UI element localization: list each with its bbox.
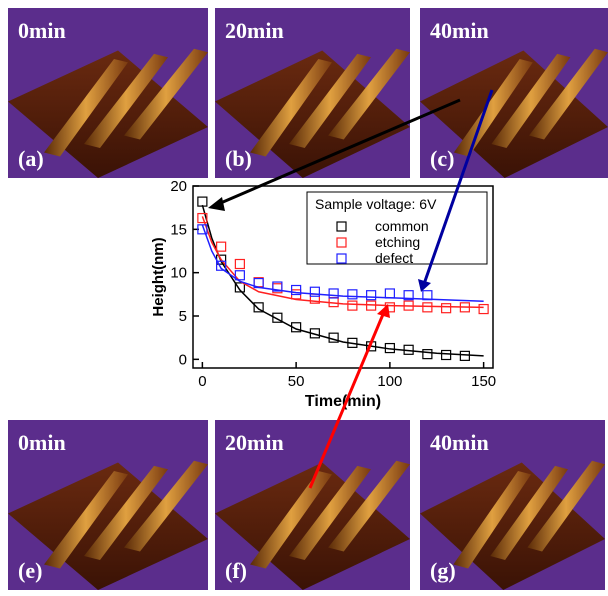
legend-title: Sample voltage: 6V [315, 196, 437, 212]
panel-label: (g) [430, 558, 456, 583]
y-tick-label: 10 [170, 265, 187, 282]
afm-image: 0min (a) [8, 8, 208, 178]
y-tick-label: 20 [170, 178, 187, 195]
afm-image: 20min (b) [215, 8, 410, 178]
legend-label: etching [375, 234, 420, 250]
y-tick-label: 15 [170, 221, 187, 238]
panel-time: 0min [18, 18, 66, 43]
x-tick-label: 100 [377, 373, 402, 390]
panel-time: 0min [18, 430, 66, 455]
panel-time: 20min [225, 18, 284, 43]
figure: 0min (a) 20min (b) 40min (c) 0min (e) 20min (f) 40… [0, 0, 608, 596]
panel-time: 20min [225, 430, 284, 455]
legend-label: common [375, 218, 429, 234]
x-tick-label: 0 [198, 373, 206, 390]
afm-image: 0min (e) [8, 420, 208, 590]
y-tick-label: 5 [179, 308, 187, 325]
panel-time: 40min [430, 430, 489, 455]
panel-label: (c) [430, 146, 454, 171]
y-tick-label: 0 [179, 351, 187, 368]
panel-label: (f) [225, 558, 247, 583]
afm-image: 20min (f) [215, 420, 410, 590]
y-axis-label: Height(nm) [150, 237, 167, 316]
afm-image: 40min (g) [420, 420, 605, 590]
panel-time: 40min [430, 18, 489, 43]
x-tick-label: 50 [288, 373, 305, 390]
x-tick-label: 150 [471, 373, 496, 390]
panel-label: (e) [18, 558, 42, 583]
afm-image: 40min (c) [420, 8, 608, 178]
legend-label: defect [375, 250, 413, 266]
panel-label: (b) [225, 146, 252, 171]
panel-label: (a) [18, 146, 44, 171]
